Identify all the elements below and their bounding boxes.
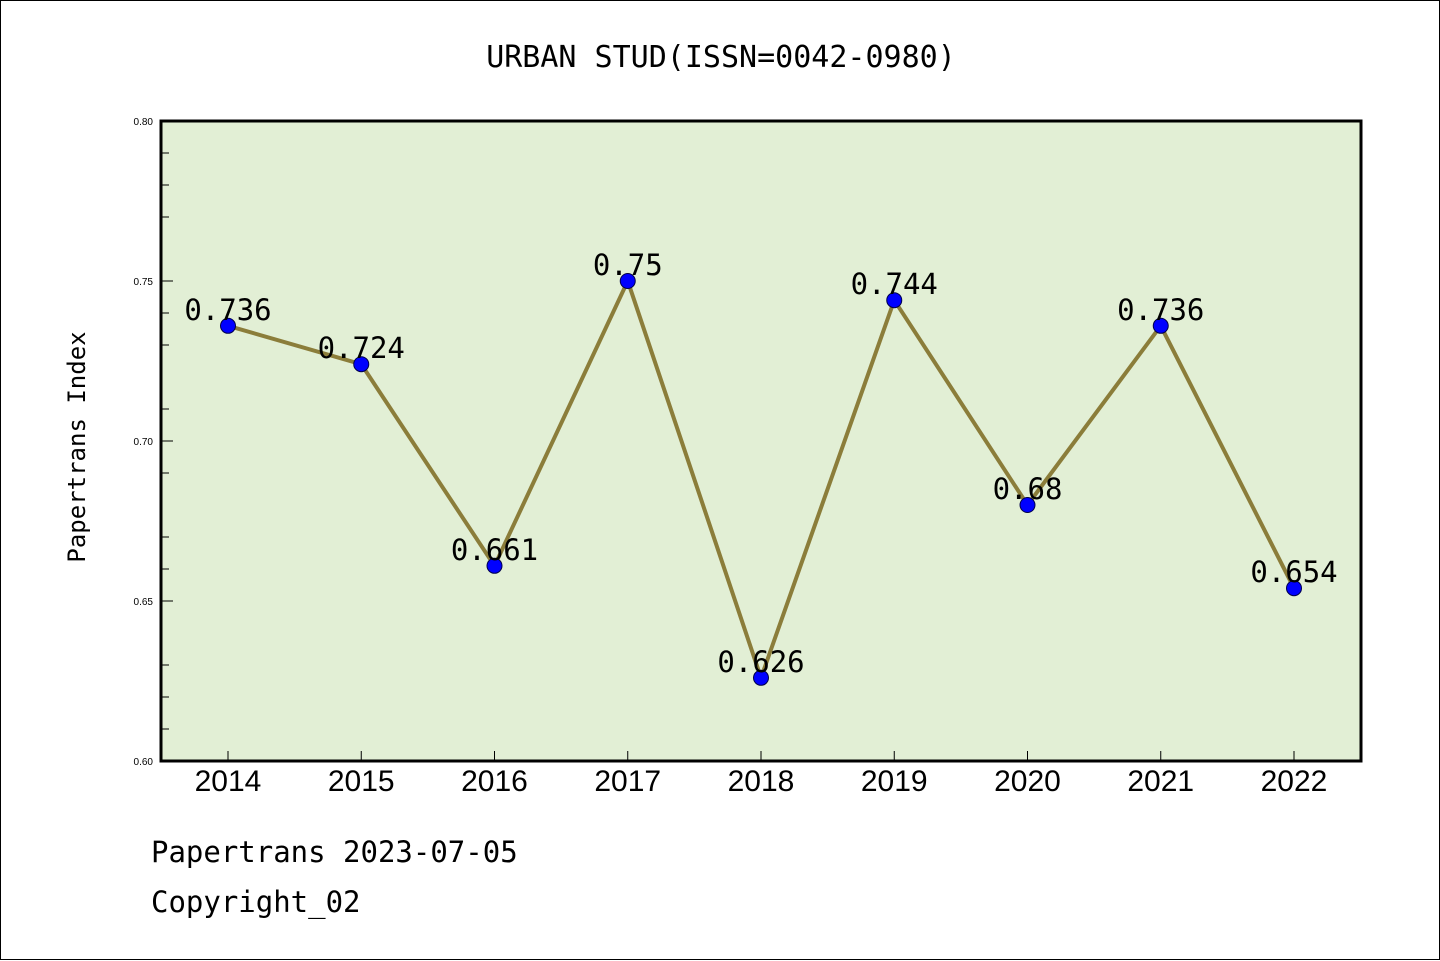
- copyright-text: Copyright_02: [151, 885, 361, 919]
- data-label: 0.736: [184, 293, 271, 327]
- data-label: 0.744: [851, 267, 938, 301]
- y-tick-label: 0.80: [134, 117, 154, 128]
- x-tick-label: 2017: [594, 765, 661, 798]
- x-tick-label: 2021: [1127, 765, 1194, 798]
- data-label: 0.68: [993, 472, 1063, 506]
- data-label: 0.736: [1117, 293, 1204, 327]
- data-point: [1019, 497, 1036, 513]
- y-tick-label: 0.70: [134, 437, 154, 448]
- chart-title: URBAN STUD(ISSN=0042-0980): [486, 40, 956, 75]
- data-label: 0.661: [451, 533, 538, 567]
- x-tick-label: 2014: [195, 765, 262, 798]
- data-label: 0.626: [717, 645, 804, 679]
- x-tick-label: 2022: [1261, 765, 1328, 798]
- data-label: 0.75: [593, 248, 663, 282]
- data-labels: 0.736 0.724 0.661 0.75 0.626 0.744 0.68 0.736 0.…: [184, 248, 1337, 679]
- data-label: 0.724: [318, 331, 405, 365]
- y-tick-label: 0.60: [134, 757, 154, 768]
- x-tick-label: 2016: [461, 765, 528, 798]
- data-point: [1152, 317, 1169, 334]
- plot-border: [159, 119, 1363, 763]
- data-point: [1286, 580, 1302, 597]
- x-tick-label: 2015: [328, 765, 395, 798]
- data-point: [486, 557, 503, 574]
- data-point: [353, 356, 370, 373]
- x-axis-ticks: 2014 2015 2016 2017 2018 2019 2020 2021 2022: [195, 751, 1328, 798]
- data-point: [753, 669, 769, 686]
- x-tick-label: 2020: [994, 765, 1061, 798]
- data-point: [220, 317, 236, 334]
- data-label: 0.654: [1250, 555, 1337, 589]
- y-tick-label: 0.65: [134, 597, 154, 608]
- x-tick-label: 2018: [728, 765, 795, 798]
- series: [220, 273, 1302, 686]
- x-tick-label: 2019: [861, 765, 928, 798]
- y-axis-label: Papertrans Index: [63, 331, 91, 562]
- plot-area: [161, 121, 1361, 761]
- source-date-text: Papertrans 2023-07-05: [151, 835, 518, 869]
- data-point: [886, 292, 903, 309]
- y-tick-label: 0.75: [134, 277, 154, 288]
- data-point: [619, 273, 636, 289]
